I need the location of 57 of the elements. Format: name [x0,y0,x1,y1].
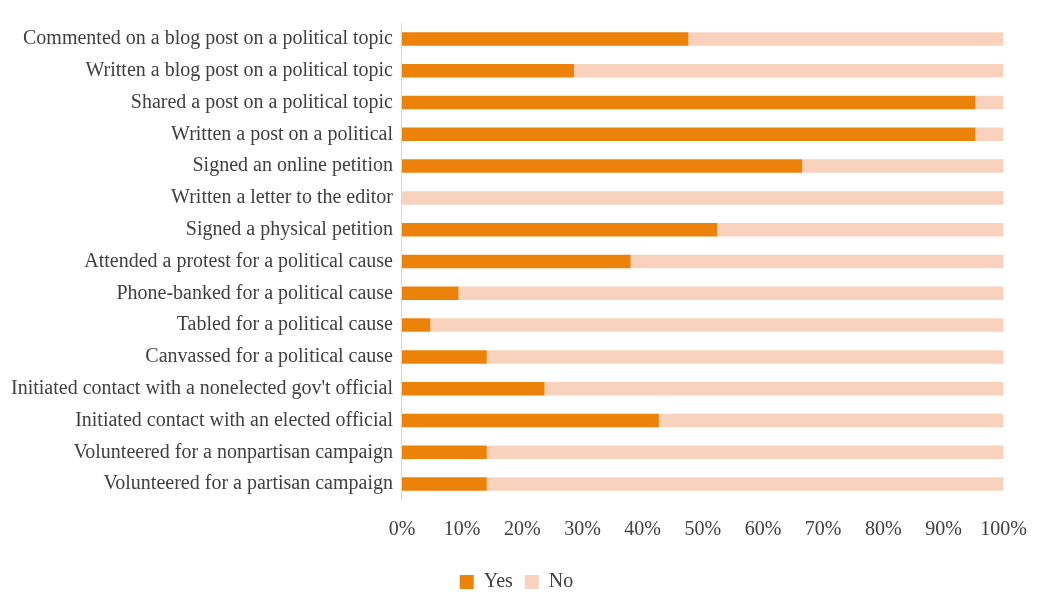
bar [658,413,1004,428]
y-tick-label: Initiated contact with an elected official [75,407,394,430]
x-tick-label: 40% [624,517,661,540]
bar [458,286,1004,301]
y-tick-label: Volunteered for a nonpartisan campaign [73,439,393,463]
x-tick-label: 10% [443,517,481,540]
x-tick-label: 60% [744,517,782,540]
bar [401,286,459,301]
bar [486,445,1004,460]
legend-label: Yes [483,569,514,592]
y-tick-label: Commented on a blog post on a political topic [23,26,394,50]
bar [430,318,1004,332]
bar [401,191,1004,205]
bar [401,413,659,428]
bar [544,381,1004,396]
bar [401,477,487,491]
y-tick-label: Volunteered for a partisan campaign [103,471,393,495]
bar [401,95,976,110]
y-tick-label: Written a letter to the editor [171,185,394,208]
x-tick-label: 90% [925,517,962,540]
y-tick-label: Signed an online petition [192,153,393,177]
bar [401,127,976,142]
x-tick-label: 100% [980,517,1028,540]
bar [717,222,1004,237]
bar [574,63,1004,78]
y-tick-label: Phone-banked for a political cause [116,280,394,304]
x-tick-label: 70% [804,517,842,540]
bar [401,381,545,396]
bar [401,318,431,332]
y-tick-label: Canvassed for a political cause [145,344,394,368]
bar [401,63,575,78]
bar [401,159,803,173]
bar [802,159,1004,173]
bar [401,32,689,46]
x-tick-label: 30% [564,517,601,540]
x-tick-label: 50% [684,517,722,540]
y-tick-label: Signed a physical petition [185,216,393,240]
x-tick-label: 20% [503,517,541,540]
bar [486,477,1004,491]
bar [688,32,1004,46]
y-tick-label: Tabled for a political cause [176,312,394,336]
y-tick-label: Written a post on a political [171,121,394,145]
bar [401,222,718,237]
x-tick-label: 0% [388,517,416,540]
bar [401,445,487,460]
bar [975,127,1004,142]
legend-label: No [548,569,574,592]
y-tick-label: Initiated contact with a nonelected gov't official [11,375,394,399]
y-tick-label: Written a blog post on a political topic [85,57,394,81]
bar [401,254,631,269]
bar [630,254,1004,269]
x-tick-label: 80% [865,517,902,540]
y-tick-label: Attended a protest for a political cause [84,248,394,272]
y-tick-label: Shared a post on a political topic [130,89,394,113]
bar [486,350,1004,364]
bar [401,350,487,364]
bar [975,95,1004,110]
